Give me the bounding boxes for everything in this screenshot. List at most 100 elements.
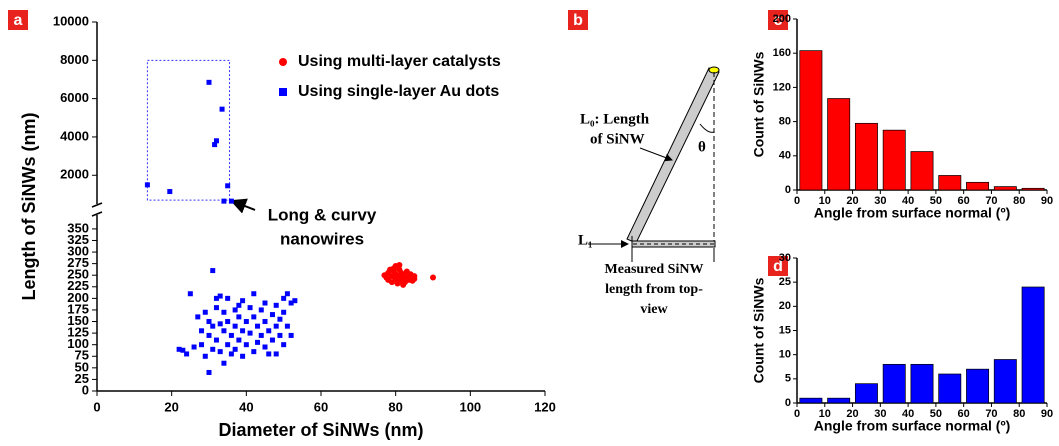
caption: length from top- (605, 282, 703, 297)
y-tick-label: 30 (779, 252, 791, 264)
point (259, 307, 264, 312)
point (195, 314, 200, 319)
point (400, 282, 406, 288)
point (207, 80, 212, 85)
bar (855, 384, 877, 403)
point (285, 291, 290, 296)
bar (883, 130, 905, 190)
x-tick-label: 90 (1041, 408, 1053, 420)
point (396, 262, 402, 268)
rod-label: L₀: Length (580, 111, 650, 127)
legend-marker (279, 58, 287, 66)
angle-arc (700, 124, 714, 132)
rod-label: of SiNW (590, 131, 645, 147)
point (225, 183, 230, 188)
y-tick-label: 120 (773, 81, 791, 93)
point (210, 324, 215, 329)
point (207, 319, 212, 324)
caption: view (640, 302, 668, 317)
point (188, 291, 193, 296)
point (281, 310, 286, 315)
x-axis-title: Angle from surface normal (º) (814, 418, 1010, 434)
point (229, 199, 234, 204)
arrow (640, 148, 672, 160)
point (199, 328, 204, 333)
point (167, 189, 172, 194)
point (207, 333, 212, 338)
point (277, 317, 282, 322)
y-tick-label: 5 (785, 373, 791, 385)
point (274, 303, 279, 308)
bar (994, 187, 1016, 190)
y-axis-title: Length of SiNWs (nm) (19, 113, 39, 301)
y-tick-label: 15 (779, 324, 791, 336)
y-tick-label: 25 (779, 276, 791, 288)
point (220, 107, 225, 112)
legend-marker (279, 88, 287, 96)
legend-label: Using single-layer Au dots (298, 83, 499, 100)
point (145, 182, 150, 187)
point (225, 342, 230, 347)
bar (800, 398, 822, 403)
x-tick-label: 80 (1013, 195, 1025, 207)
annotation: Long & curvy (268, 205, 377, 224)
annotation-arrow (232, 201, 255, 210)
point (251, 314, 256, 319)
x-tick-label: 40 (239, 399, 253, 414)
point (266, 328, 271, 333)
point (229, 333, 234, 338)
point (292, 298, 297, 303)
point (263, 301, 268, 306)
bar (994, 360, 1016, 404)
bar (828, 398, 850, 403)
point (221, 361, 226, 366)
point (225, 296, 230, 301)
point (281, 342, 286, 347)
point (184, 351, 189, 356)
point (248, 331, 253, 336)
point (270, 338, 275, 343)
figure: L₀: Length of SiNW θ L₁ Measured SiNW le… (0, 0, 1059, 441)
point (203, 354, 208, 359)
point (240, 298, 245, 303)
point (236, 303, 241, 308)
y-tick-label: 10000 (53, 13, 89, 28)
point (244, 342, 249, 347)
point (255, 324, 260, 329)
x-tick-label: 0 (93, 399, 100, 414)
point (218, 294, 223, 299)
point (240, 354, 245, 359)
point (251, 291, 256, 296)
point (430, 275, 436, 281)
x-tick-label: 120 (534, 399, 556, 414)
x-tick-label: 80 (1013, 408, 1025, 420)
y-tick-label: 200 (773, 13, 791, 25)
rod (627, 68, 719, 243)
point (192, 345, 197, 350)
point (221, 199, 226, 204)
y-axis-title: Count of SiNWs (751, 51, 767, 157)
point (210, 268, 215, 273)
panel-label: b (573, 12, 583, 29)
projection (632, 241, 715, 247)
x-tick-label: 90 (1041, 195, 1053, 207)
bar (1022, 287, 1044, 403)
point (199, 342, 204, 347)
point (214, 338, 219, 343)
point (221, 310, 226, 315)
point (266, 351, 271, 356)
point (236, 314, 241, 319)
x-axis-title: Diameter of SiNWs (nm) (218, 420, 423, 440)
point (218, 321, 223, 326)
y-tick-label: 10 (779, 349, 791, 361)
point (236, 338, 241, 343)
point (233, 347, 238, 352)
point (263, 345, 268, 350)
point (221, 328, 226, 333)
point (214, 305, 219, 310)
y-tick-label: 20 (779, 300, 791, 312)
point (289, 333, 294, 338)
y-tick-label: 0 (785, 397, 791, 409)
point (251, 349, 256, 354)
bar (1022, 188, 1044, 190)
